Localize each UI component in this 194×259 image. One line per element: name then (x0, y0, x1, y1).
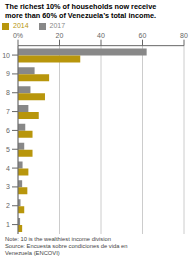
html-text:Venezuela (ENCOVI): Venezuela (ENCOVI) (5, 250, 60, 256)
html-text:Source: Encuesta sobre condici: Source: Encuesta sobre condiciones de vi… (5, 243, 128, 249)
svg-text:20: 20 (56, 32, 64, 39)
svg-text:4: 4 (6, 165, 10, 172)
svg-text:5: 5 (6, 146, 10, 153)
svg-text:80: 80 (180, 32, 188, 39)
svg-text:10: 10 (2, 52, 10, 59)
html-text:more than 60% of Venezuela’s t: more than 60% of Venezuela’s total incom… (5, 11, 156, 20)
svg-text:6: 6 (6, 127, 10, 134)
html-text:The richest 10% of households: The richest 10% of households now receiv… (5, 2, 157, 11)
svg-text:7: 7 (6, 108, 10, 115)
svg-text:3: 3 (6, 183, 10, 190)
svg-text:40: 40 (97, 32, 105, 39)
html-text:2014: 2014 (13, 22, 29, 29)
svg-text:60: 60 (139, 32, 147, 39)
svg-text:2: 2 (6, 202, 10, 209)
svg-text:8: 8 (6, 89, 10, 96)
svg-text:1: 1 (6, 221, 10, 228)
html-text:Note: 10 is the wealthiest inc: Note: 10 is the wealthiest income divisi… (5, 236, 111, 242)
svg-text:0%: 0% (13, 32, 23, 39)
html-text:2017: 2017 (49, 22, 66, 29)
svg-text:9: 9 (6, 70, 10, 77)
